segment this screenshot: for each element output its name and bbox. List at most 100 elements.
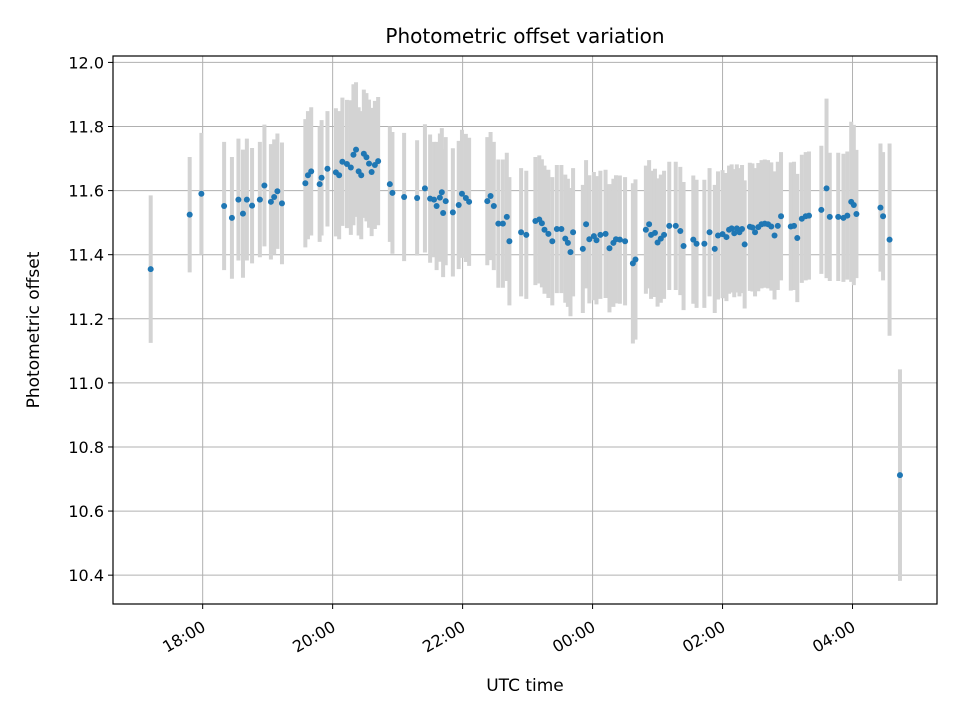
data-point [324, 165, 331, 172]
data-point [353, 146, 360, 153]
data-point [438, 189, 445, 196]
data-point [606, 245, 613, 252]
data-point [680, 243, 687, 250]
data-point [844, 212, 851, 219]
data-point [850, 202, 857, 209]
data-point [366, 160, 373, 167]
data-point [715, 232, 722, 239]
data-point [545, 230, 552, 237]
data-point [302, 180, 309, 187]
y-axis-title: Photometric offset [24, 251, 44, 408]
data-point [271, 194, 278, 201]
data-point [490, 202, 497, 209]
data-point [741, 241, 748, 248]
data-point [414, 194, 421, 201]
y-tick-label: 11.2 [68, 310, 104, 329]
data-point [363, 154, 370, 161]
data-point [749, 224, 756, 231]
data-point [690, 236, 697, 243]
data-point [308, 168, 315, 175]
x-axis-title: UTC time [486, 676, 564, 696]
data-point [728, 225, 735, 232]
data-point [602, 230, 609, 237]
data-point [731, 230, 738, 237]
data-point [579, 245, 586, 252]
data-point [358, 172, 365, 179]
y-tick-label: 10.8 [68, 438, 104, 457]
data-point [701, 240, 708, 247]
data-point [593, 237, 600, 244]
data-point [677, 227, 684, 234]
data-point [632, 256, 639, 263]
y-tick-label: 11.4 [68, 246, 104, 265]
data-point [316, 181, 323, 188]
data-point [853, 210, 860, 217]
data-point [818, 206, 825, 213]
data-point [455, 202, 462, 209]
y-tick-label: 11.6 [68, 182, 104, 201]
data-point [442, 198, 449, 205]
data-point [484, 198, 491, 205]
data-point [267, 198, 274, 205]
data-point [597, 231, 604, 238]
data-point [826, 213, 833, 220]
data-point [778, 213, 785, 220]
data-point [583, 221, 590, 228]
data-point [239, 210, 246, 217]
data-point [622, 238, 629, 245]
data-point [661, 231, 668, 238]
data-point [752, 229, 759, 236]
data-point [880, 213, 887, 220]
y-tick-label: 11.8 [68, 118, 104, 137]
data-point [261, 182, 268, 189]
data-point [436, 194, 443, 201]
point-layer [147, 146, 903, 479]
data-point [693, 240, 700, 247]
y-tick-label: 10.4 [68, 566, 104, 585]
data-point [487, 193, 494, 200]
data-point [506, 238, 513, 245]
data-point [318, 174, 325, 181]
data-point [570, 229, 577, 236]
data-point [347, 164, 354, 171]
data-point [401, 194, 408, 201]
data-point [541, 226, 548, 233]
data-point [723, 234, 730, 241]
data-point [198, 190, 205, 197]
data-point [235, 196, 242, 203]
data-point [538, 220, 545, 227]
data-point [768, 223, 775, 230]
data-point [339, 158, 346, 165]
data-point [835, 213, 842, 220]
data-point [646, 221, 653, 228]
data-point [586, 236, 593, 243]
data-point [375, 158, 382, 165]
plot-frame [112, 55, 938, 605]
data-point [553, 226, 560, 233]
data-point [616, 236, 623, 243]
data-point [567, 249, 574, 256]
data-point [877, 204, 884, 211]
data-point [518, 229, 525, 236]
data-point [794, 235, 801, 242]
data-point [672, 222, 679, 229]
data-point [499, 220, 506, 227]
data-point [666, 222, 673, 229]
data-point [791, 222, 798, 229]
data-point [706, 229, 713, 236]
data-point [558, 226, 565, 233]
data-point [228, 214, 235, 221]
y-tick-label: 11.0 [68, 374, 104, 393]
data-point [896, 472, 903, 479]
data-point [440, 210, 447, 217]
y-tick-label: 12.0 [68, 53, 104, 72]
data-point [739, 226, 746, 233]
data-point [274, 188, 281, 195]
data-point [771, 232, 778, 239]
data-point [221, 202, 228, 209]
data-point [421, 185, 428, 192]
data-point [431, 196, 438, 203]
data-point [336, 172, 343, 179]
